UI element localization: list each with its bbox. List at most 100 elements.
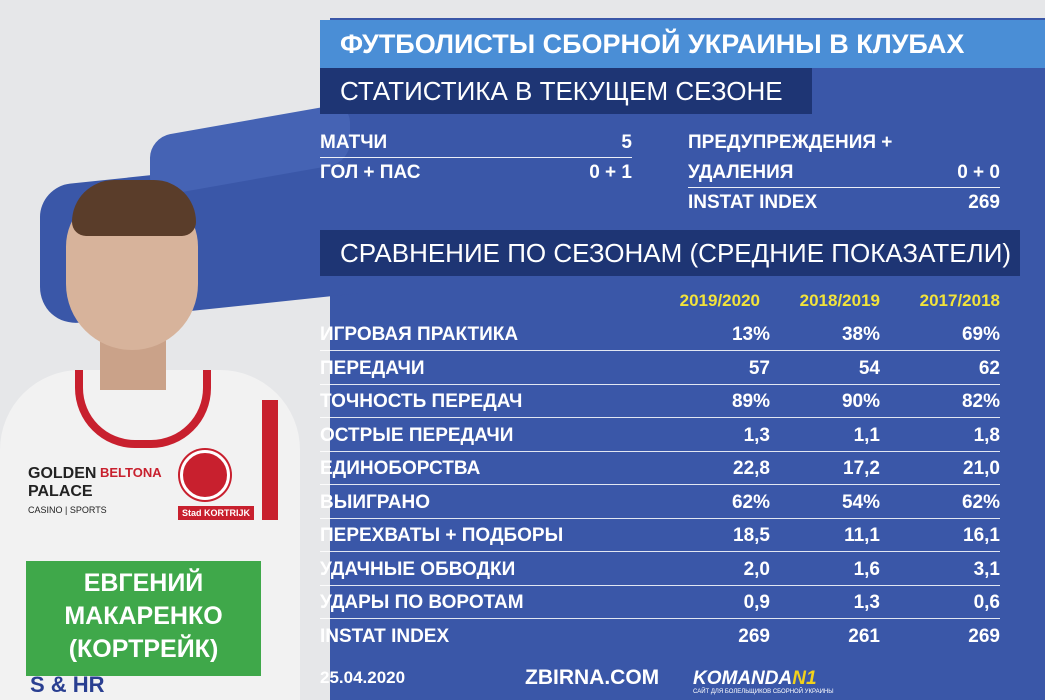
table-row: ИГРОВАЯ ПРАКТИКА 13% 38% 69%: [320, 318, 1000, 351]
footer-date: 25.04.2020: [320, 668, 406, 687]
stat-label: ГОЛ + ПАС: [320, 162, 421, 183]
row-value: 269: [738, 625, 770, 647]
row-value: 69%: [961, 324, 1000, 345]
stat-value: 0 + 1: [589, 162, 632, 183]
row-value: 1,3: [743, 424, 770, 446]
season-header-1: 2019/2020: [679, 291, 760, 310]
row-label: УДАРЫ ПО ВОРОТАМ: [320, 592, 524, 613]
sponsor-line-1: GOLDEN: [28, 465, 97, 482]
row-label: ПЕРЕДАЧИ: [320, 357, 425, 379]
row-divider: [320, 383, 1000, 385]
row-value: 89%: [731, 391, 770, 412]
player-last-name: МАКАРЕНКО: [64, 602, 223, 630]
stat-value: 5: [621, 132, 632, 153]
stat-instat: INSTAT INDEX 269: [688, 188, 1000, 217]
divider: [320, 157, 632, 158]
row-label: УДАЧНЫЕ ОБВОДКИ: [320, 558, 516, 580]
comparison-heading: СРАВНЕНИЕ ПО СЕЗОНАМ (СРЕДНИЕ ПОКАЗАТЕЛИ…: [320, 230, 1020, 276]
logo-subtitle: САЙТ ДЛЯ БОЛЕЛЬЩИКОВ СБОРНОЙ УКРАИНЫ: [693, 689, 834, 695]
table-row: INSTAT INDEX 269 261 269: [320, 620, 1000, 653]
row-label: ВЫИГРАНО: [320, 491, 430, 513]
row-value: 11,1: [844, 525, 880, 546]
row-value: 261: [848, 625, 880, 647]
row-value: 1,1: [853, 424, 880, 446]
row-value: 62%: [731, 491, 770, 513]
divider: [688, 187, 1000, 188]
row-value: 269: [968, 625, 1000, 647]
stat-label: ПРЕДУПРЕЖДЕНИЯ +: [688, 132, 893, 153]
row-label: INSTAT INDEX: [320, 625, 450, 647]
row-label: ИГРОВАЯ ПРАКТИКА: [320, 324, 519, 345]
shirt-bottom-text: S & HR: [30, 672, 105, 697]
row-divider: [320, 517, 1000, 519]
row-value: 62: [978, 357, 1000, 379]
stat-cards: УДАЛЕНИЯ 0 + 0: [688, 158, 1000, 187]
table-row: ВЫИГРАНО 62% 54% 62%: [320, 486, 1000, 519]
player-club: (КОРТРЕЙК): [68, 635, 219, 663]
stat-matches: МАТЧИ 5: [320, 128, 632, 157]
row-value: 13%: [731, 324, 770, 345]
sleeve-stripe: [262, 400, 278, 520]
row-divider: [320, 484, 1000, 485]
top-strip: [0, 0, 1045, 18]
page-title: ФУТБОЛИСТЫ СБОРНОЙ УКРАИНЫ В КЛУБАХ: [320, 20, 1045, 68]
season-header-3: 2017/2018: [919, 291, 1000, 310]
footer-site: ZBIRNA.COM: [525, 666, 660, 689]
row-value: 18,5: [733, 525, 770, 546]
row-label: ТОЧНОСТЬ ПЕРЕДАЧ: [320, 391, 523, 412]
row-value: 2,0: [743, 558, 770, 580]
player-first-name: ЕВГЕНИЙ: [83, 569, 204, 597]
table-row: ПЕРЕХВАТЫ + ПОДБОРЫ 18,5 11,1 16,1: [320, 519, 1000, 552]
season-header-2: 2018/2019: [799, 291, 880, 310]
row-value: 1,3: [853, 592, 880, 613]
stat-label: МАТЧИ: [320, 132, 388, 153]
sponsor-line-2: PALACE: [28, 483, 93, 500]
row-value: 57: [748, 357, 770, 379]
row-divider: [320, 618, 1000, 619]
row-value: 62%: [961, 491, 1000, 513]
stat-value: 269: [968, 192, 1000, 213]
shirt-sponsor: GOLDEN PALACE CASINO | SPORTS: [28, 465, 107, 519]
logo-text: KOMANDA: [693, 668, 793, 689]
row-value: 90%: [841, 391, 880, 412]
table-row: ОСТРЫЕ ПЕРЕДАЧИ 1,3 1,1 1,8: [320, 419, 1000, 452]
row-value: 54: [858, 357, 880, 379]
row-label: ПЕРЕХВАТЫ + ПОДБОРЫ: [320, 525, 564, 546]
stat-goals-assists: ГОЛ + ПАС 0 + 1: [320, 158, 632, 187]
row-value: 54%: [841, 491, 880, 513]
stat-cards-line1: ПРЕДУПРЕЖДЕНИЯ +: [688, 128, 1000, 157]
row-value: 16,1: [963, 525, 1000, 546]
row-label: ЕДИНОБОРСТВА: [320, 458, 481, 479]
club-crest-icon: [180, 450, 230, 500]
sponsor-line-3: CASINO | SPORTS: [28, 505, 107, 515]
table-row: УДАРЫ ПО ВОРОТАМ 0,9 1,3 0,6: [320, 586, 1000, 619]
komanda-logo: KOMANDAN1: [693, 668, 817, 690]
player-name-box: ЕВГЕНИЙ МАКАРЕНКО (КОРТРЕЙК): [26, 561, 261, 676]
stat-value: 0 + 0: [957, 162, 1000, 183]
row-divider: [320, 551, 1000, 552]
shirt-brand: BELTONA: [100, 465, 162, 480]
table-row: ТОЧНОСТЬ ПЕРЕДАЧ 89% 90% 82%: [320, 385, 1000, 418]
row-value: 22,8: [733, 458, 770, 479]
table-row: ПЕРЕДАЧИ 57 54 62: [320, 352, 1000, 385]
row-value: 21,0: [963, 458, 1000, 479]
row-value: 0,9: [743, 592, 770, 613]
player-photo: GOLDEN PALACE CASINO | SPORTS BELTONA St…: [0, 180, 300, 700]
row-value: 0,6: [973, 592, 1000, 613]
stat-label: INSTAT INDEX: [688, 192, 818, 213]
shirt-collar: [75, 370, 211, 448]
row-divider: [320, 584, 1000, 586]
current-season-heading: СТАТИСТИКА В ТЕКУЩЕМ СЕЗОНЕ: [320, 68, 812, 114]
row-divider: [320, 450, 1000, 452]
player-hair: [72, 180, 196, 236]
logo-number: N1: [792, 668, 817, 689]
stat-label: УДАЛЕНИЯ: [688, 162, 794, 183]
table-row: УДАЧНЫЕ ОБВОДКИ 2,0 1,6 3,1: [320, 553, 1000, 586]
row-label: ОСТРЫЕ ПЕРЕДАЧИ: [320, 424, 514, 446]
row-divider: [320, 350, 1000, 351]
club-tag: Stad KORTRIJK: [178, 506, 255, 520]
row-divider: [320, 417, 1000, 418]
row-value: 1,8: [973, 424, 1000, 446]
row-value: 17,2: [843, 458, 880, 479]
table-row: ЕДИНОБОРСТВА 22,8 17,2 21,0: [320, 452, 1000, 485]
